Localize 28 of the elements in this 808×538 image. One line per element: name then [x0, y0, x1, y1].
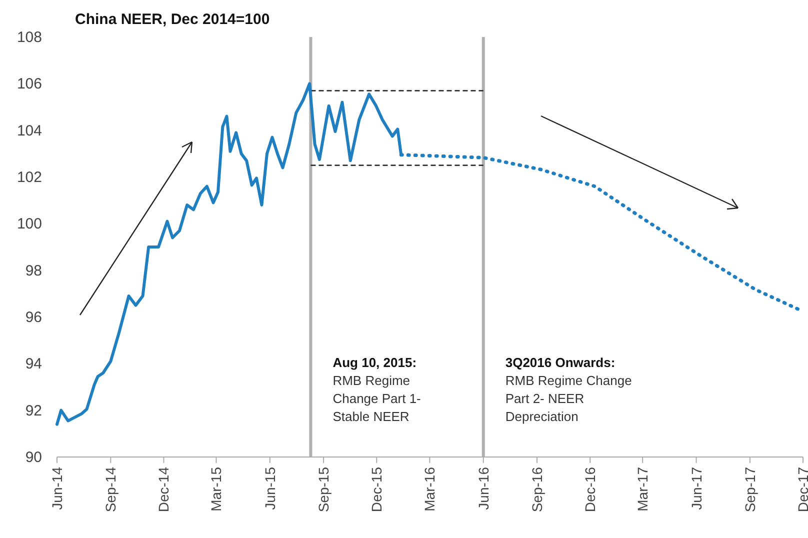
annotation: Aug 10, 2015: RMB Regime Change Part 1- Stable NEER — [332, 355, 421, 424]
y-tick-label: 96 — [25, 309, 42, 326]
y-tick-label: 92 — [25, 402, 42, 420]
y-tick-label: 102 — [16, 169, 42, 186]
x-tick-label: Jun-16 — [475, 466, 492, 510]
x-tick-label: Jun-14 — [49, 466, 65, 510]
y-tick-label: 98 — [25, 262, 42, 280]
x-tick-label: Dec-17 — [795, 466, 808, 512]
chart-title: China NEER, Dec 2014=100 — [75, 11, 270, 28]
y-tick-label: 104 — [16, 122, 42, 140]
y-tick-label: 94 — [25, 356, 42, 373]
x-tick-label: Jun-17 — [688, 466, 704, 510]
x-tick-label: Sep-14 — [102, 466, 119, 512]
x-tick-label: Mar-15 — [208, 466, 224, 512]
y-tick-label: 100 — [16, 216, 42, 233]
x-tick-label: Sep-16 — [529, 466, 546, 512]
x-tick-label: Jun-15 — [262, 466, 278, 510]
x-tick-label: Dec-16 — [582, 466, 598, 512]
x-tick-label: Sep-15 — [316, 466, 332, 512]
x-tick-label: Mar-16 — [422, 466, 438, 512]
x-tick-label: Mar-17 — [634, 466, 651, 512]
annotation: 3Q2016 Onwards: RMB Regime Change Part 2- NEER Depreciation — [505, 355, 632, 424]
y-tick-label: 90 — [25, 449, 42, 466]
x-tick-label: Dec-15 — [368, 466, 385, 512]
y-tick-label: 106 — [16, 76, 42, 93]
x-tick-label: Dec-14 — [156, 466, 172, 512]
x-tick-label: Sep-17 — [742, 466, 758, 512]
y-tick-label: 108 — [16, 29, 42, 46]
